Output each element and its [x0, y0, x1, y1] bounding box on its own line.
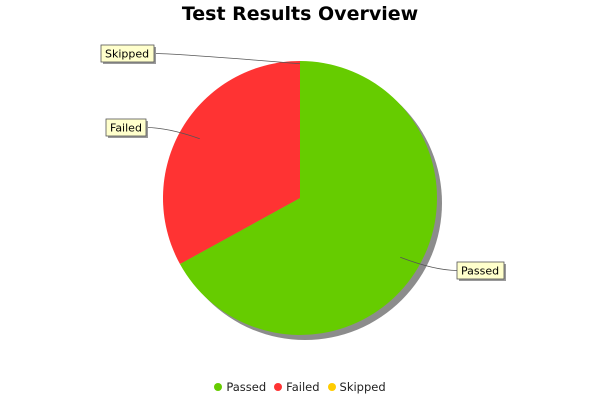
legend-item-failed: Failed: [274, 380, 320, 394]
pie-label-connector-skipped: [153, 53, 301, 65]
pie-label-failed: Failed: [110, 122, 142, 135]
pie-label-passed: Passed: [461, 265, 499, 278]
pie-label-connector-passed: [400, 256, 458, 271]
legend-swatch-failed: [274, 383, 283, 391]
pie-label-box-failed: [105, 118, 147, 137]
pie-label-skipped: Skipped: [105, 48, 149, 61]
pie-labels: Passed Failed Skipped: [100, 44, 506, 281]
legend-label-failed: Failed: [286, 380, 320, 394]
pie-slices: [163, 61, 437, 335]
pie-slice-passed: [179, 61, 437, 335]
legend-label-skipped: Skipped: [339, 380, 386, 394]
pie-label-box-passed: [456, 261, 505, 280]
pie-slice-failed: [163, 61, 300, 265]
chart-title: Test Results Overview: [181, 3, 419, 25]
legend: Passed Failed Skipped: [0, 380, 600, 394]
pie-label-connector-failed: [145, 127, 200, 140]
legend-label-passed: Passed: [226, 380, 267, 394]
legend-item-passed: Passed: [214, 380, 266, 394]
legend-swatch-passed: [214, 383, 223, 391]
legend-swatch-skipped: [327, 383, 336, 391]
pie-label-box-skipped: [100, 44, 155, 63]
legend-item-skipped: Skipped: [327, 380, 386, 394]
